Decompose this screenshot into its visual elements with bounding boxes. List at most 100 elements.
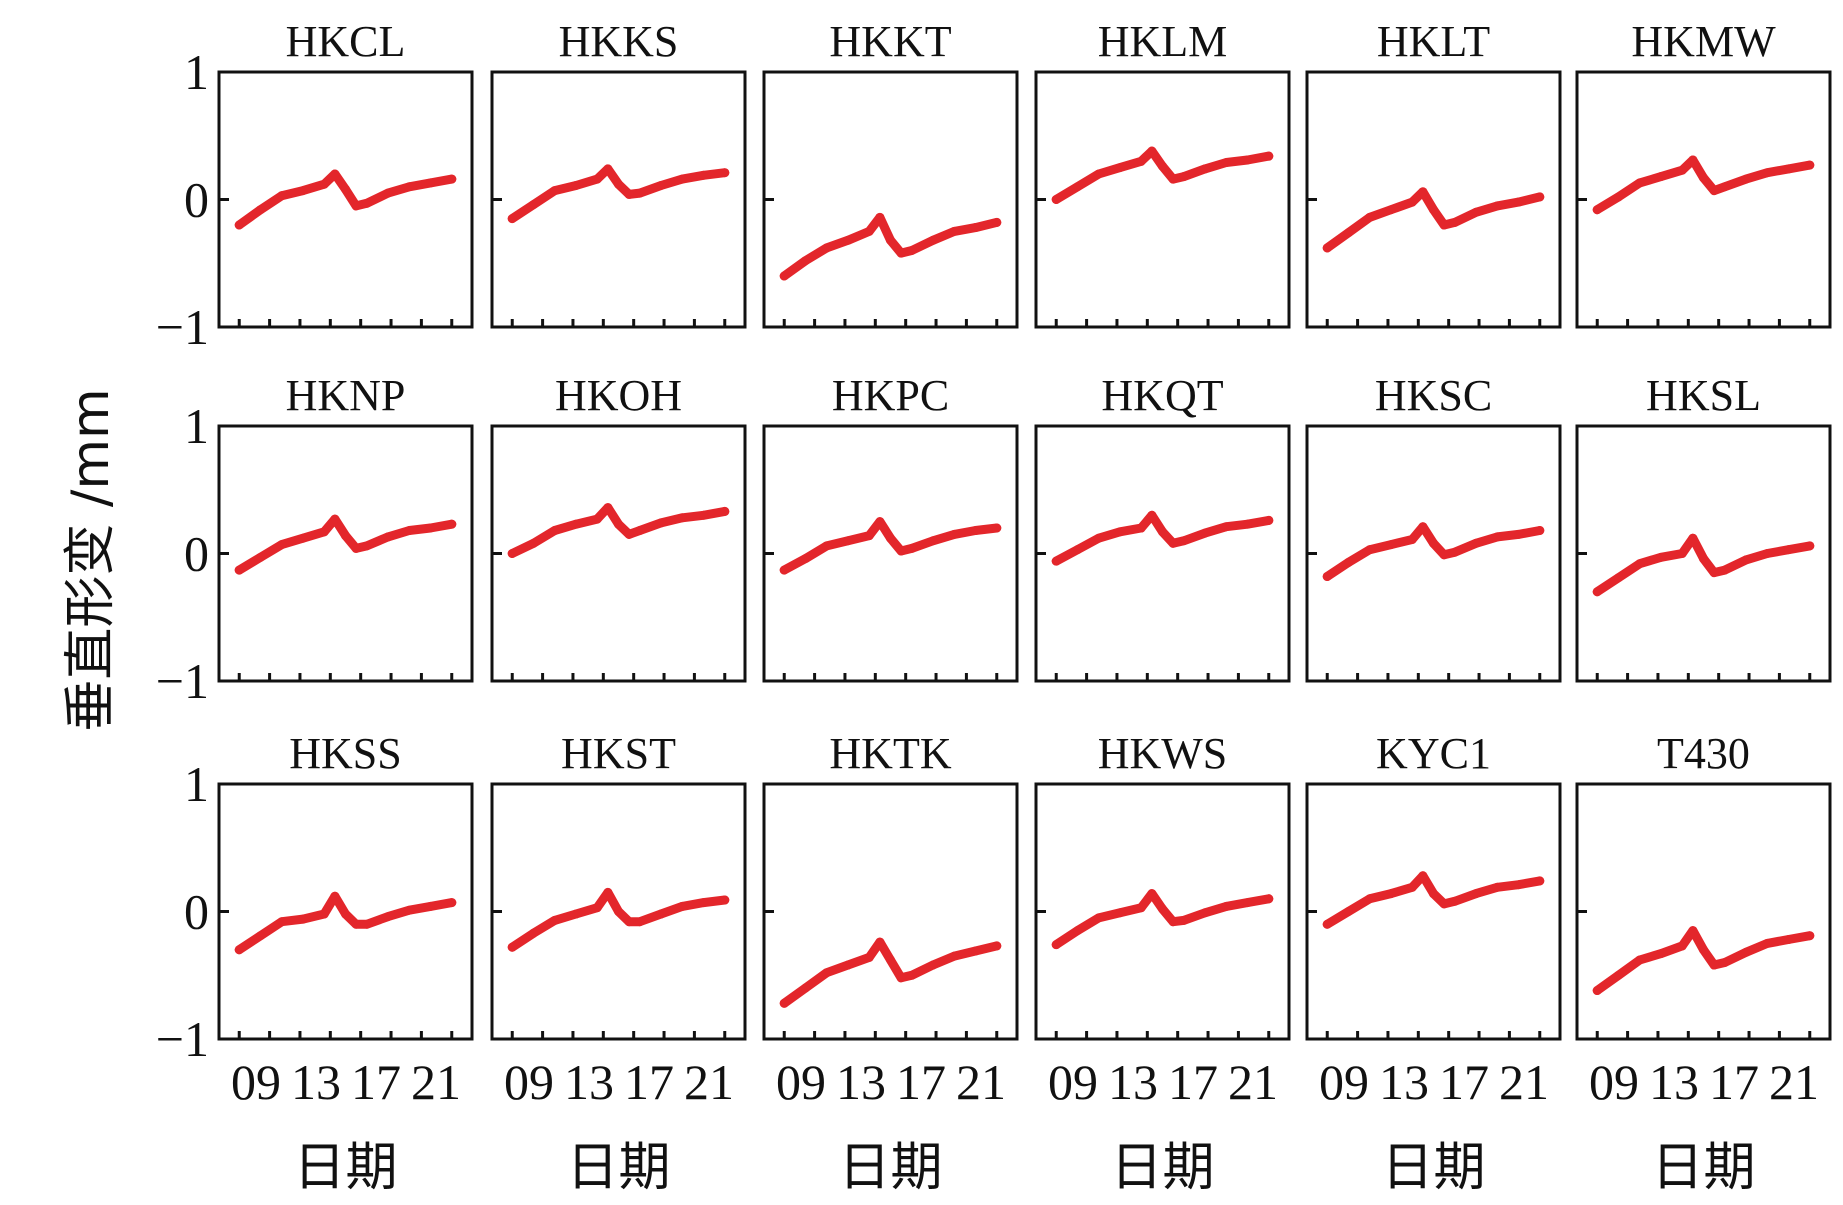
data-point [635,917,645,927]
data-point [1535,876,1545,886]
y-tick-label: 0 [184,526,209,582]
series-line [507,503,730,558]
data-point [1699,945,1708,955]
x-axis-label: 日期 [1110,1138,1214,1198]
data-point [1492,532,1502,542]
data-point [875,937,885,947]
panel-title: HKOH [555,371,682,420]
series-line [1322,187,1545,253]
panel-title: HKCL [286,17,406,66]
x-tick-label: 21 [684,1054,734,1110]
y-tick-label: 1 [184,756,209,812]
data-point [1688,155,1698,165]
data-point [1221,522,1231,532]
data-point [1158,527,1167,537]
data-point [1136,903,1146,913]
series-line [1592,155,1815,215]
data-point [1322,919,1332,929]
data-point [928,960,938,970]
data-point [1720,565,1730,575]
data-point [843,536,853,546]
data-point [234,565,244,575]
data-point [277,540,287,550]
data-point [1386,205,1396,215]
data-point [1158,161,1167,171]
panel-hksl: HKSL [1575,371,1832,683]
series-line [1051,146,1274,204]
data-point [1264,515,1274,525]
data-point [699,898,709,908]
data-point [1805,541,1815,551]
x-axis-labels: 日期 日期 日期 日期 日期 日期 [293,1138,1755,1198]
series-line [507,887,730,952]
series-line [1592,533,1815,597]
x-axis-label: 日期 [566,1138,670,1198]
data-point [383,912,393,922]
data-point [447,898,457,908]
data-point [319,179,329,189]
data-point [571,180,581,190]
x-axis-label: 日期 [1651,1138,1755,1198]
data-point [1762,168,1772,178]
data-point [298,533,308,543]
data-point [928,536,938,546]
panel-hktk: HKTK 09 13 17 21 [762,729,1019,1110]
x-tick-label: 17 [896,1054,946,1110]
data-point [1688,533,1698,543]
data-point [1136,156,1146,166]
panel-kyc1: KYC1 09 13 17 21 [1305,729,1562,1110]
x-tick-label: 17 [351,1054,401,1110]
data-point [1592,205,1602,215]
data-point [1051,940,1061,950]
data-point [614,519,623,529]
data-point [896,546,906,556]
data-point [1471,538,1481,548]
data-point [1343,228,1353,238]
data-point [699,170,709,180]
x-tick-label: 21 [1769,1054,1819,1110]
data-point [656,518,666,528]
data-point [896,973,906,983]
data-point [1762,938,1772,948]
data-point [875,212,885,222]
panel-frame [490,70,747,329]
data-point [1709,960,1719,970]
series-line [234,891,457,955]
data-point [779,998,789,1008]
data-point [992,523,1002,533]
x-tick-label: 17 [624,1054,674,1110]
series-line [1322,871,1545,929]
y-axis-label: 垂直形变 /mm [61,388,121,731]
data-point [592,903,602,913]
data-point [447,174,457,184]
data-point [1784,545,1794,555]
data-point [426,523,436,533]
panel-title: HKSC [1375,371,1492,420]
data-point [507,549,517,558]
data-point [614,907,623,916]
data-point [1094,913,1104,923]
data-point [1741,947,1751,957]
data-point [1365,212,1375,222]
data-point [1200,528,1210,538]
data-point [383,188,393,198]
data-point [1656,949,1666,959]
data-point [298,914,308,924]
data-point [1147,510,1157,520]
data-point [1365,545,1375,555]
data-point [1322,571,1332,581]
data-point [1592,587,1602,597]
data-point [1677,941,1687,951]
data-point [1136,523,1146,533]
data-point [1535,192,1545,202]
data-point [1407,534,1417,544]
data-point [720,506,730,516]
data-point [822,968,832,978]
data-point [886,533,895,543]
data-point [822,541,832,551]
data-point [330,891,340,901]
x-tick-label: 21 [411,1054,461,1110]
data-point [1762,549,1772,558]
x-tick-label: 13 [1649,1054,1699,1110]
data-point [624,529,634,539]
